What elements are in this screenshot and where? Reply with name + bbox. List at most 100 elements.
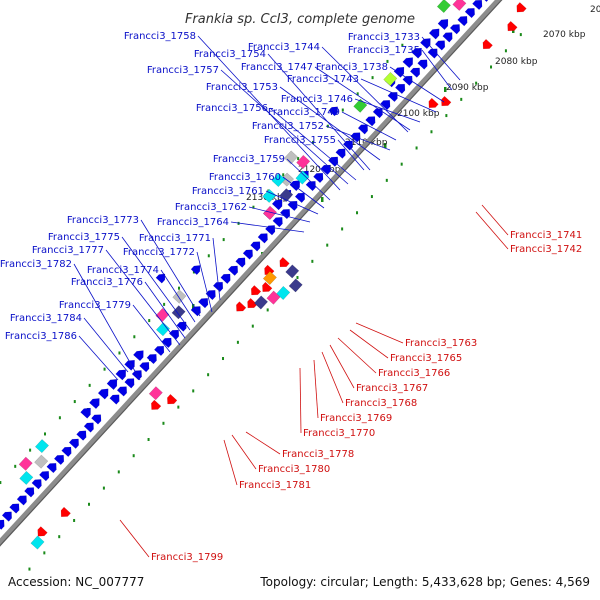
- tick-dot: [88, 383, 91, 387]
- tick-dot: [28, 567, 31, 571]
- forward-label-leader: [265, 190, 319, 215]
- reverse-label-leader: [329, 344, 355, 389]
- forward-gene-arrow: [365, 116, 376, 127]
- forward-gene-arrow: [146, 353, 157, 365]
- forward-gene-arrow: [124, 359, 135, 371]
- forward-gene-arrow: [395, 83, 406, 94]
- forward-gene-arrow: [393, 66, 405, 78]
- tick-dot: [386, 59, 389, 63]
- forward-label-leader: [78, 335, 119, 381]
- tick-dot: [504, 49, 507, 53]
- forward-gene-arrow: [417, 59, 428, 70]
- reverse-gene-label: Francci3_1781: [239, 480, 311, 491]
- forward-gene-arrow: [357, 124, 368, 135]
- label-leader-lines: [73, 35, 509, 558]
- reverse-label-leader: [223, 439, 238, 486]
- forward-gene-label: Francci3_1758: [124, 31, 196, 42]
- tick-mark: [192, 304, 195, 309]
- tick-dot: [29, 448, 32, 452]
- tick-dot: [460, 97, 463, 101]
- forward-gene-arrow: [457, 16, 468, 27]
- tick-dot: [147, 438, 150, 442]
- forward-label-leader: [279, 86, 381, 161]
- reverse-gene-label: Francci3_1742: [510, 244, 582, 255]
- forward-gene-label: Francci3_1777: [32, 245, 104, 256]
- forward-gene-arrow: [198, 298, 209, 309]
- backbone-line: [0, 0, 502, 546]
- forward-gene-arrow: [139, 362, 150, 373]
- tick-dot: [266, 308, 269, 312]
- rna-feature-box: [283, 150, 299, 165]
- reverse-label-leader: [355, 322, 404, 344]
- reverse-label-leader: [475, 211, 509, 250]
- forward-gene-label: Francci3_1744: [248, 42, 320, 53]
- tick-dot: [490, 65, 493, 69]
- rna-feature-box: [262, 270, 277, 286]
- tick-dot: [475, 81, 478, 85]
- tick-dot: [401, 43, 404, 47]
- forward-gene-arrow: [227, 265, 239, 276]
- forward-gene-arrow: [161, 337, 172, 348]
- reverse-gene-arrow: [236, 301, 247, 312]
- reverse-gene-label: Francci3_1767: [356, 383, 428, 394]
- forward-gene-arrow: [91, 414, 102, 425]
- forward-gene-label: Francci3_1738: [316, 62, 388, 73]
- forward-gene-arrow: [428, 28, 440, 40]
- tick-dot: [148, 319, 151, 323]
- tick-dot: [370, 195, 373, 199]
- tick-dot: [14, 464, 17, 468]
- tick-dot: [118, 351, 121, 355]
- reverse-gene-arrow: [516, 2, 527, 13]
- forward-label-leader: [389, 66, 445, 103]
- tick-dot: [178, 286, 181, 290]
- forward-gene-label: Francci3_1757: [147, 65, 219, 76]
- tick-label: 2100 kbp: [397, 109, 440, 119]
- reverse-label-leader: [349, 329, 389, 359]
- tick-dot: [207, 254, 210, 258]
- tick-dot: [341, 108, 344, 112]
- reverse-gene-arrow: [507, 20, 518, 32]
- forward-gene-label: Francci3_1782: [0, 259, 72, 270]
- forward-gene-label: Francci3_1759: [213, 154, 285, 165]
- rna-feature-box: [171, 305, 186, 320]
- map-title: Frankia sp. CcI3, complete genome: [185, 12, 415, 27]
- tick-label: 2070 kbp: [543, 30, 586, 40]
- forward-gene-arrow: [80, 407, 91, 419]
- genome-summary-text: Topology: circular; Length: 5,433,628 bp…: [259, 575, 590, 589]
- tick-dot: [44, 432, 46, 436]
- forward-gene-label: Francci3_1774: [87, 265, 159, 276]
- reverse-gene-label: Francci3_1770: [303, 428, 375, 439]
- forward-gene-arrow: [294, 192, 306, 203]
- reverse-label-leader: [321, 351, 344, 404]
- reverse-label-leader: [245, 431, 281, 455]
- rna-feature-box: [155, 307, 170, 323]
- tick-label: 2060 kbp: [590, 5, 600, 15]
- rna-feature-box: [295, 170, 310, 185]
- forward-gene-label: Francci3_1756: [196, 103, 268, 114]
- rna-feature-box: [34, 439, 50, 454]
- backbone-edge: [0, 0, 503, 547]
- rna-feature-box: [288, 278, 303, 293]
- forward-gene-label: Francci3_1786: [5, 331, 77, 342]
- forward-gene-arrow: [409, 67, 421, 78]
- genome-backbone: [0, 0, 503, 547]
- forward-gene-arrow: [272, 217, 283, 228]
- rna-feature-box: [266, 290, 281, 305]
- forward-gene-label: Francci3_1776: [71, 277, 143, 288]
- tick-dot: [73, 400, 76, 404]
- reverse-gene-label: Francci3_1741: [510, 230, 582, 241]
- rna-feature-box: [19, 470, 34, 485]
- tick-dot: [43, 551, 46, 555]
- rna-feature-box: [271, 172, 286, 188]
- forward-gene-arrow: [24, 487, 35, 498]
- rna-feature-box: [34, 454, 49, 469]
- tick-dot: [207, 373, 210, 377]
- reverse-gene-arrow: [167, 394, 178, 405]
- forward-label-leader: [230, 221, 305, 233]
- forward-gene-arrow: [437, 19, 449, 30]
- forward-gene-label: Francci3_1747: [241, 62, 313, 73]
- tick-dot-tracks: [0, 33, 522, 571]
- tick-dot: [415, 146, 418, 150]
- forward-gene-arrow: [97, 388, 109, 400]
- reverse-label-leader: [481, 204, 509, 236]
